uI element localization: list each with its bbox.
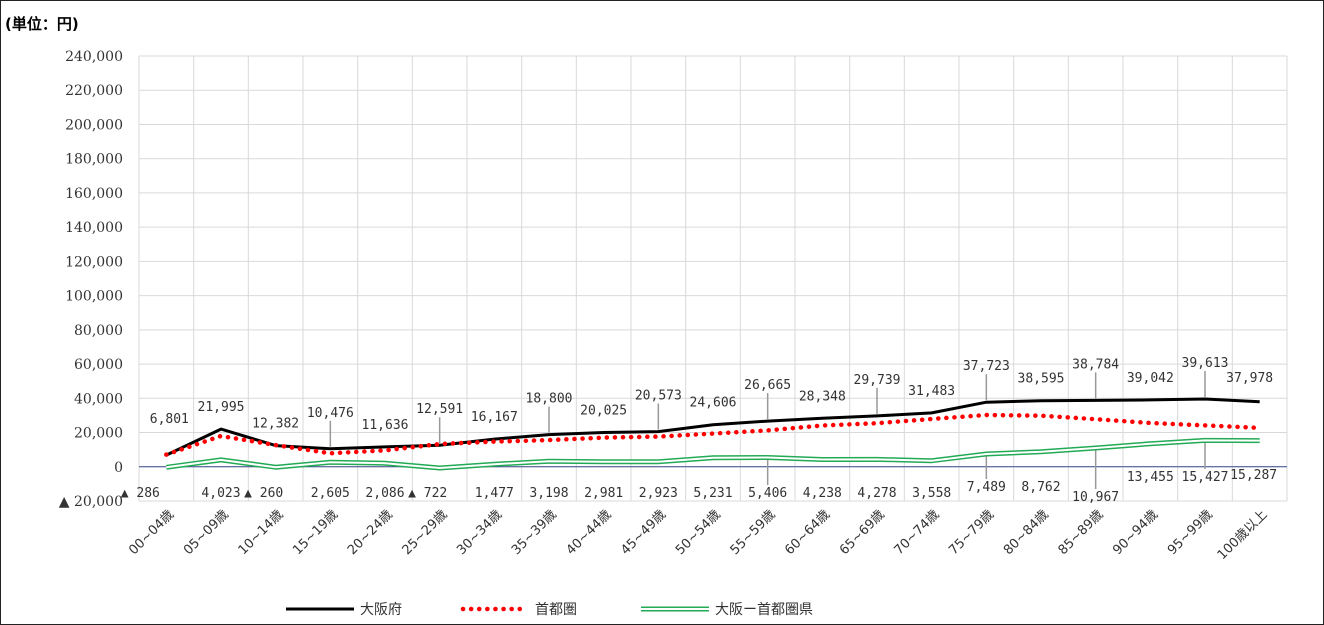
y-tick-label: 160,000 — [65, 186, 123, 202]
data-label: 6,801 — [150, 412, 189, 427]
x-tick-label: 35~39歳 — [509, 507, 560, 558]
data-label: 2,923 — [639, 486, 678, 501]
x-tick-label: 05~09歳 — [181, 507, 232, 558]
y-tick-label: 0 — [114, 460, 123, 476]
data-label: 18,800 — [526, 392, 573, 407]
data-label: 38,595 — [1018, 372, 1065, 387]
data-label: 11,636 — [362, 418, 409, 433]
data-label: 39,042 — [1127, 371, 1174, 386]
data-label: 29,739 — [854, 373, 901, 388]
legend-label-2: 大阪ー首都圏県 — [715, 602, 813, 618]
data-label: 31,483 — [908, 384, 955, 399]
data-label: ▲ 260 — [244, 486, 283, 501]
data-label: 12,382 — [252, 417, 299, 432]
data-label: 28,348 — [799, 389, 846, 404]
series-lines — [164, 397, 1262, 471]
data-label: 20,025 — [580, 403, 627, 418]
x-tick-label: 00~04歳 — [126, 507, 177, 558]
data-label: 10,476 — [307, 406, 354, 421]
data-label: ▲ 722 — [408, 486, 447, 501]
data-label: 24,606 — [690, 396, 737, 411]
y-tick-label: 220,000 — [65, 83, 123, 99]
data-label: 2,981 — [584, 486, 623, 501]
x-tick-label: 60~64歳 — [782, 507, 833, 558]
y-tick-label: 180,000 — [65, 152, 123, 168]
data-label: 12,591 — [416, 402, 463, 417]
x-tick-label: 20~24歳 — [345, 507, 396, 558]
data-labels: 6,801 21,995 12,382 10,476 11,636 12,591 16,16… — [121, 356, 1277, 505]
data-label: 7,489 — [967, 480, 1006, 495]
x-axis-ticks: 00~04歳 05~09歳 10~14歳 15~19歳 20~24歳 25~29歳 30~3… — [126, 507, 1270, 563]
data-label: 10,967 — [1072, 490, 1119, 505]
data-label: 5,406 — [748, 486, 787, 501]
y-tick-label: ▲ 20,000 — [59, 494, 123, 510]
data-label: 4,238 — [803, 486, 842, 501]
data-label: 15,427 — [1182, 470, 1229, 485]
y-tick-label: 40,000 — [74, 391, 123, 407]
x-tick-label: 25~29歳 — [400, 507, 451, 558]
series-line-0 — [165, 397, 1260, 457]
x-tick-label: 70~74歳 — [892, 507, 943, 558]
x-tick-label: 10~14歳 — [236, 507, 287, 558]
x-tick-label: 95~99歳 — [1165, 507, 1216, 558]
data-label: 2,605 — [311, 486, 350, 501]
data-label: 16,167 — [471, 410, 518, 425]
data-label: 1,477 — [475, 486, 514, 501]
x-tick-label: 45~49歳 — [618, 507, 669, 558]
data-label: ▲ 286 — [121, 486, 160, 501]
x-tick-label: 40~44歳 — [564, 507, 615, 558]
y-tick-label: 120,000 — [65, 254, 123, 270]
x-tick-label: 30~34歳 — [454, 507, 505, 558]
data-label: 3,198 — [529, 486, 568, 501]
data-label: 3,558 — [912, 486, 951, 501]
data-label: 8,762 — [1021, 480, 1060, 495]
legend-label-1: 首都圏 — [535, 602, 577, 618]
data-label: 2,086 — [365, 486, 404, 501]
y-axis-ticks: ▲ 20,000 0 20,000 40,000 60,000 80,000 100,000… — [59, 49, 123, 510]
y-tick-label: 60,000 — [74, 357, 123, 373]
data-label: 39,613 — [1182, 356, 1229, 371]
x-tick-label: 65~69歳 — [837, 507, 888, 558]
data-label: 37,723 — [963, 359, 1010, 374]
x-tick-label: 80~84歳 — [1001, 507, 1052, 558]
data-label: 13,455 — [1127, 470, 1174, 485]
y-tick-label: 240,000 — [65, 49, 123, 65]
x-tick-label: 100歳以上 — [1215, 507, 1271, 563]
x-tick-label: 15~19歳 — [290, 507, 341, 558]
y-tick-label: 20,000 — [74, 426, 123, 442]
y-tick-label: 80,000 — [74, 323, 123, 339]
y-tick-label: 100,000 — [65, 289, 123, 305]
data-label: 20,573 — [635, 389, 682, 404]
data-label: 4,023 — [201, 486, 240, 501]
data-label: 4,278 — [857, 486, 896, 501]
y-tick-label: 200,000 — [65, 117, 123, 133]
x-tick-label: 90~94歳 — [1110, 507, 1161, 558]
data-label: 37,978 — [1226, 371, 1273, 386]
y-tick-label: 140,000 — [65, 220, 123, 236]
legend: 大阪府 首都圏 大阪ー首都圏県 — [286, 602, 813, 618]
data-label: 26,665 — [744, 378, 791, 393]
x-tick-label: 85~89歳 — [1056, 507, 1107, 558]
data-label: 15,287 — [1230, 468, 1277, 483]
data-label: 5,231 — [693, 486, 732, 501]
unit-label: (単位：円) — [5, 15, 79, 33]
series-line-1 — [164, 412, 1262, 457]
data-label: 21,995 — [198, 400, 245, 415]
gridlines — [138, 55, 1288, 502]
legend-label-0: 大阪府 — [360, 602, 402, 618]
x-tick-label: 50~54歳 — [673, 507, 724, 558]
series-line-2-inner — [166, 439, 1260, 469]
label-leader-lines — [329, 370, 1206, 489]
x-tick-label: 75~79歳 — [946, 507, 997, 558]
data-label: 38,784 — [1072, 357, 1119, 372]
x-tick-label: 55~59歳 — [728, 507, 779, 558]
